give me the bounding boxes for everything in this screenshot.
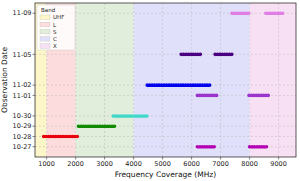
band bbox=[134, 3, 250, 157]
y-tick bbox=[33, 85, 36, 86]
legend-swatch bbox=[40, 15, 50, 20]
grid-line bbox=[35, 115, 296, 116]
y-tick bbox=[33, 115, 36, 116]
y-tick-label: 10-30 bbox=[13, 112, 32, 120]
coverage-segment bbox=[147, 83, 210, 87]
x-tick-label: 9000 bbox=[270, 160, 287, 168]
x-tick-label: 3000 bbox=[96, 160, 113, 168]
x-tick-label: 2000 bbox=[67, 160, 84, 168]
y-axis-label: Observation Date bbox=[0, 47, 9, 113]
legend-label: UHF bbox=[53, 14, 64, 20]
band bbox=[250, 3, 296, 157]
y-tick bbox=[33, 126, 36, 127]
grid-line bbox=[35, 136, 296, 137]
grid-line bbox=[35, 85, 296, 86]
y-tick-label: 11-09 bbox=[13, 9, 32, 17]
chart: 1000 2000 3000 4000 5000 6000 7000 8000 9000 10-2… bbox=[0, 0, 300, 181]
y-tick-label: 10-29 bbox=[13, 122, 32, 130]
y-tick bbox=[33, 136, 36, 137]
y-tick-label: 11-01 bbox=[13, 92, 32, 100]
legend-label: L bbox=[53, 22, 57, 28]
x-tick-label: 6000 bbox=[183, 160, 200, 168]
plot-frame bbox=[35, 3, 296, 157]
legend-swatch bbox=[40, 44, 50, 49]
coverage-segment bbox=[181, 53, 202, 57]
plot-area bbox=[35, 3, 296, 157]
y-tick bbox=[33, 13, 36, 14]
y-tick bbox=[33, 146, 36, 147]
x-tick-label: 4000 bbox=[125, 160, 142, 168]
x-tick-label: 8000 bbox=[241, 160, 258, 168]
x-axis-label: Frequency Coverage (MHz) bbox=[115, 170, 216, 179]
grid-line bbox=[278, 3, 279, 157]
legend-swatch bbox=[40, 29, 50, 34]
grid-line bbox=[35, 146, 296, 147]
y-tick bbox=[33, 95, 36, 96]
y-tick-label: 10-27 bbox=[13, 143, 32, 151]
x-tick-label: 1000 bbox=[38, 160, 55, 168]
y-tick bbox=[33, 54, 36, 55]
y-tick-label: 10-28 bbox=[13, 133, 32, 141]
x-tick-label: 7000 bbox=[212, 160, 229, 168]
coverage-segment bbox=[266, 11, 285, 15]
legend-label: C bbox=[53, 36, 57, 42]
legend-swatch bbox=[40, 37, 50, 42]
coverage-segment bbox=[44, 135, 80, 139]
grid-line bbox=[35, 95, 296, 96]
coverage-segment bbox=[215, 53, 233, 57]
coverage-segment bbox=[197, 94, 217, 98]
grid-line bbox=[191, 3, 192, 157]
legend-swatch bbox=[40, 22, 50, 27]
grid-line bbox=[104, 3, 105, 157]
coverage-segment bbox=[197, 145, 216, 149]
grid-line bbox=[220, 3, 221, 157]
band bbox=[76, 3, 134, 157]
grid-line bbox=[35, 126, 296, 127]
coverage-segment bbox=[79, 124, 116, 128]
legend-label: S bbox=[53, 29, 57, 35]
legend-label: X bbox=[53, 43, 57, 49]
legend: BandUHF LSCX bbox=[37, 5, 75, 50]
coverage-segment bbox=[232, 11, 250, 15]
coverage-segment bbox=[250, 145, 269, 149]
coverage-segment bbox=[113, 114, 147, 118]
grid-line bbox=[249, 3, 250, 157]
legend-box bbox=[37, 5, 75, 50]
grid-line bbox=[35, 54, 296, 55]
y-tick-label: 11-05 bbox=[13, 51, 32, 59]
x-tick-label: 5000 bbox=[154, 160, 171, 168]
grid-line bbox=[162, 3, 163, 157]
coverage-segment bbox=[249, 94, 269, 98]
y-tick-label: 11-02 bbox=[13, 81, 32, 89]
legend-title: Band bbox=[41, 7, 55, 13]
grid-line bbox=[133, 3, 134, 157]
